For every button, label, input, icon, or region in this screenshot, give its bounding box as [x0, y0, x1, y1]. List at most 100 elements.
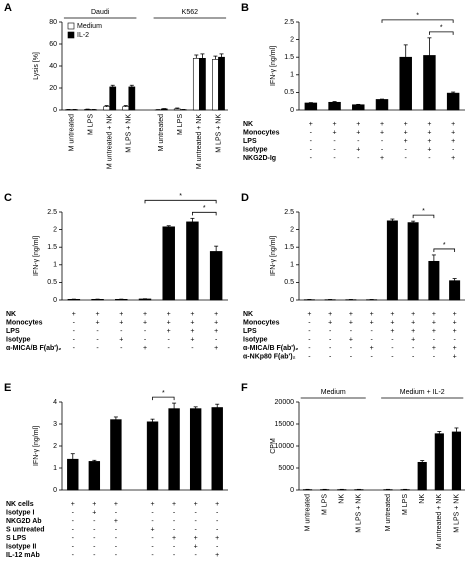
panel-label: F	[241, 382, 248, 394]
row-mark: +	[92, 509, 96, 516]
row-mark: -	[405, 155, 408, 162]
row-mark: -	[381, 138, 384, 145]
row-mark: -	[93, 518, 96, 525]
row-mark: +	[214, 311, 218, 318]
row-mark: +	[92, 501, 96, 508]
significance-bracket	[412, 214, 435, 219]
y-tick-label: 1.5	[284, 244, 294, 251]
bar	[168, 408, 180, 491]
row-mark: +	[451, 155, 455, 162]
row-mark: +	[328, 319, 332, 326]
row-mark: +	[451, 121, 455, 128]
row-mark: -	[391, 345, 394, 352]
row-label: NKG2D Ab	[6, 518, 42, 525]
x-tick-label: M LPS	[322, 494, 329, 515]
row-mark: +	[427, 138, 431, 145]
y-tick-label: 0	[53, 297, 57, 304]
group-label: Daudi	[91, 9, 110, 16]
bar	[211, 407, 223, 491]
row-label: LPS	[243, 138, 257, 145]
x-tick-label: M untreated	[158, 114, 165, 151]
row-mark: +	[453, 311, 457, 318]
row-mark: -	[329, 345, 332, 352]
bar	[417, 461, 427, 491]
y-tick-label: 1	[290, 72, 294, 79]
y-tick-label: 1.5	[47, 244, 57, 251]
x-tick-label: M LPS + NK	[453, 494, 460, 533]
row-mark: -	[391, 336, 394, 343]
row-mark: +	[172, 535, 176, 542]
x-tick-label: M LPS	[402, 494, 409, 515]
bar	[160, 108, 168, 111]
row-mark: +	[451, 129, 455, 136]
row-mark: +	[194, 543, 198, 550]
y-tick-label: 2.5	[47, 209, 57, 216]
row-mark: -	[216, 526, 219, 533]
row-mark: -	[194, 509, 197, 516]
y-axis-label: CPM	[270, 438, 277, 454]
row-mark: +	[404, 129, 408, 136]
legend-label: Medium	[77, 23, 102, 30]
y-tick-label: 0	[290, 107, 294, 114]
row-mark: +	[119, 336, 123, 343]
row-mark: -	[173, 552, 176, 559]
significance-bracket	[429, 31, 454, 35]
bar	[192, 57, 200, 111]
row-mark: -	[350, 328, 353, 335]
y-tick-label: 2.5	[284, 19, 294, 26]
row-mark: -	[144, 328, 147, 335]
row-label: α-MICA/B F(ab')₂	[243, 345, 298, 352]
row-mark: -	[120, 328, 123, 335]
y-tick-label: 2	[290, 226, 294, 233]
row-mark: +	[427, 129, 431, 136]
row-mark: -	[310, 155, 313, 162]
bar	[88, 461, 101, 491]
row-mark: -	[370, 328, 373, 335]
bar	[162, 226, 175, 301]
row-mark: -	[72, 509, 75, 516]
row-mark: -	[381, 146, 384, 153]
row-mark: +	[370, 311, 374, 318]
row-mark: -	[168, 336, 171, 343]
bar	[328, 101, 341, 111]
row-mark: +	[215, 552, 219, 559]
row-mark: -	[93, 535, 96, 542]
row-mark: +	[411, 319, 415, 326]
row-label: Monocytes	[243, 319, 280, 326]
row-mark: +	[432, 328, 436, 335]
y-tick-label: 0.5	[47, 279, 57, 286]
row-label: α-MICA/B F(ab')₂	[6, 345, 61, 352]
y-tick-label: 1	[290, 262, 294, 269]
y-tick-label: 80	[49, 19, 57, 26]
group-label: K562	[182, 9, 198, 16]
row-mark: +	[167, 311, 171, 318]
bar	[386, 220, 398, 301]
row-label: NK cells	[6, 501, 34, 508]
x-tick-label: M untreated	[304, 494, 311, 531]
row-mark: +	[328, 311, 332, 318]
significance-bracket	[152, 396, 175, 401]
y-tick-label: 1	[53, 465, 57, 472]
row-mark: -	[173, 509, 176, 516]
row-mark: -	[72, 535, 75, 542]
row-mark: -	[191, 345, 194, 352]
row-mark: -	[308, 345, 311, 352]
row-mark: +	[215, 535, 219, 542]
row-mark: -	[333, 138, 336, 145]
row-mark: +	[380, 121, 384, 128]
bar	[212, 59, 219, 111]
bar	[399, 56, 412, 111]
row-mark: +	[370, 319, 374, 326]
row-mark: +	[380, 155, 384, 162]
row-mark: -	[216, 518, 219, 525]
bar	[173, 108, 181, 111]
row-mark: +	[119, 311, 123, 318]
y-axis-label: IFN-γ [ng/ml]	[33, 426, 40, 466]
row-mark: +	[71, 501, 75, 508]
x-tick-label: M untreated	[68, 114, 75, 151]
legend-label: IL-2	[77, 32, 89, 39]
row-mark: -	[308, 336, 311, 343]
row-mark: -	[96, 345, 99, 352]
row-mark: +	[114, 501, 118, 508]
